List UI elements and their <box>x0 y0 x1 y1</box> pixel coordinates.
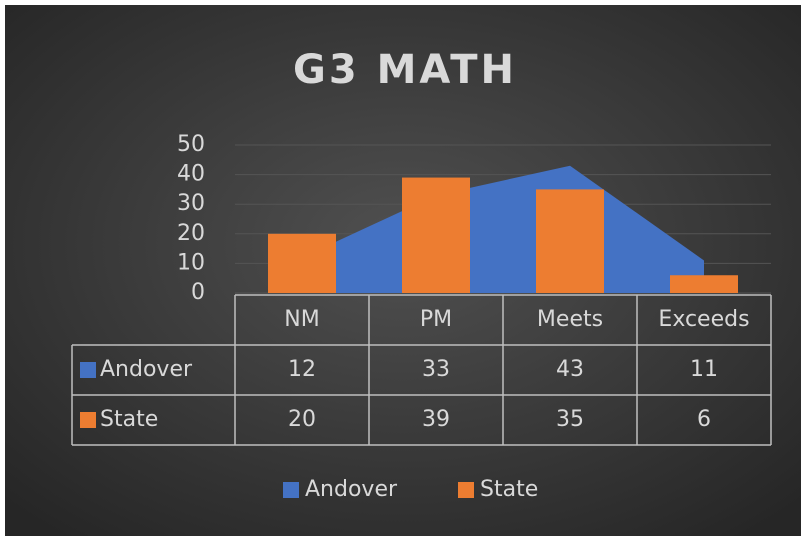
y-tick-label: 30 <box>177 191 205 216</box>
table-row-label: State <box>100 407 158 432</box>
y-tick-label: 0 <box>191 280 205 305</box>
table-value: 12 <box>288 357 316 382</box>
bar <box>536 189 604 293</box>
category-label: Meets <box>537 307 603 332</box>
legend-key <box>283 482 299 498</box>
table-legend-key <box>80 362 96 378</box>
y-tick-label: 20 <box>177 221 205 246</box>
table-legend-key <box>80 412 96 428</box>
legend-label: Andover <box>305 477 398 502</box>
category-label: NM <box>284 307 319 332</box>
table-value: 43 <box>556 357 584 382</box>
legend-label: State <box>480 477 538 502</box>
table-value: 33 <box>422 357 450 382</box>
legend-key <box>458 482 474 498</box>
bar <box>670 275 738 293</box>
y-tick-label: 50 <box>177 132 205 157</box>
chart-title: G3 MATH <box>293 47 517 93</box>
bar <box>402 177 470 293</box>
table-value: 20 <box>288 407 316 432</box>
table-value: 35 <box>556 407 584 432</box>
table-value: 39 <box>422 407 450 432</box>
category-label: Exceeds <box>658 307 749 332</box>
table-value: 11 <box>690 357 718 382</box>
category-label: PM <box>420 307 452 332</box>
y-tick-label: 40 <box>177 162 205 187</box>
table-row-label: Andover <box>100 357 193 382</box>
table-value: 6 <box>697 407 711 432</box>
bar <box>268 233 336 293</box>
y-tick-label: 10 <box>177 250 205 275</box>
